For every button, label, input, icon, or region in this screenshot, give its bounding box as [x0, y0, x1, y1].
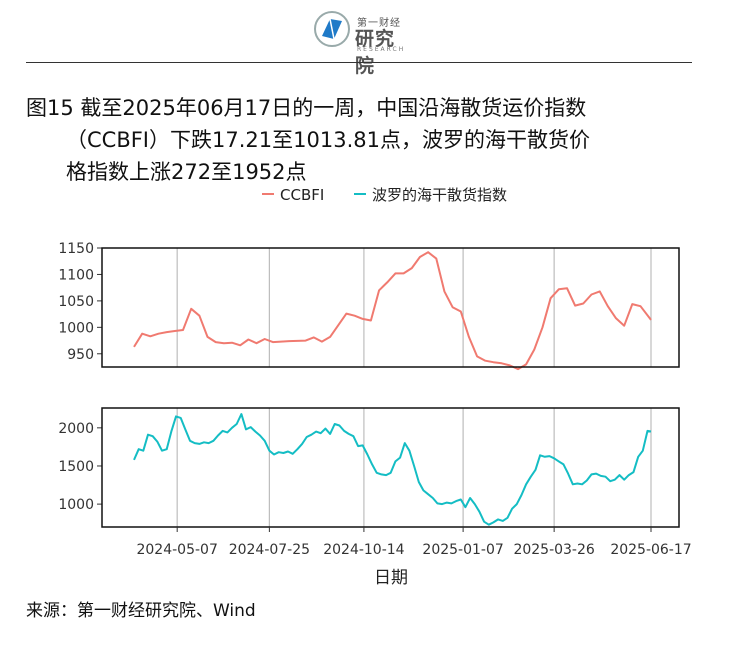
x-tick-label-5: 2025-03-26 [513, 542, 594, 558]
logo-main-text: 研究院 [355, 28, 396, 77]
x-tick-label-1: 2024-05-07 [136, 542, 217, 558]
report-header: 第一财经 研究院 RESEARCH [0, 0, 745, 77]
panel-frame-1 [101, 247, 680, 368]
y-tick-label-1-2: 1000 [58, 320, 94, 336]
logo: 第一财经 研究院 RESEARCH [313, 8, 413, 77]
x-tick-label-4: 2025-01-07 [422, 542, 503, 558]
legend-label-1: CCBFI [280, 186, 324, 204]
panel-frame-2 [101, 407, 680, 528]
book-icon [314, 11, 350, 47]
x-tick-label-3: 2024-10-14 [323, 542, 404, 558]
series-line-1 [133, 251, 652, 371]
legend-label-2: 波罗的海干散货指数 [372, 186, 507, 204]
y-tick-label-2-3: 2000 [58, 421, 94, 437]
figure-title-line-3: 格指数上涨272至1952点 [66, 160, 307, 184]
x-axis-label: 日期 [374, 568, 408, 588]
y-tick-label-1-5: 1150 [58, 241, 94, 257]
figure-title: 图15 截至2025年06月17日的一周，中国沿海散货运价指数 （CCBFI）下… [26, 92, 706, 188]
y-tick-label-2-2: 1500 [58, 459, 94, 475]
series-line-2 [133, 413, 652, 526]
header-divider [26, 62, 692, 63]
y-tick-label-1-1: 950 [67, 347, 94, 363]
logo-small-text: 第一财经 [357, 18, 401, 29]
source-note: 来源：第一财经研究院、Wind [26, 601, 256, 621]
logo-en-text: RESEARCH [357, 46, 406, 53]
y-tick-label-1-4: 1100 [58, 267, 94, 283]
x-tick-label-2: 2024-07-25 [229, 542, 310, 558]
y-tick-label-2-1: 1000 [58, 497, 94, 513]
figure-title-line-1: 图15 截至2025年06月17日的一周，中国沿海散货运价指数 [26, 96, 587, 120]
x-tick-label-6: 2025-06-17 [610, 542, 691, 558]
chart: CCBFI 波罗的海干散货指数 950 1000 1050 1100 1150 1000 150… [58, 186, 691, 588]
figure-title-line-2: （CCBFI）下跌17.21至1013.81点，波罗的海干散货价 [66, 128, 590, 152]
y-tick-label-1-3: 1050 [58, 294, 94, 310]
